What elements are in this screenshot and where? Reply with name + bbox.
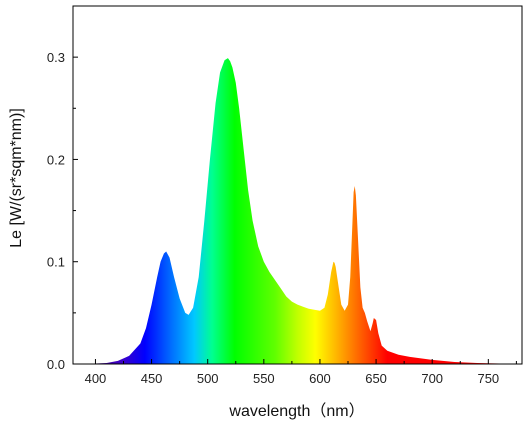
y-tick-label: 0.0 bbox=[47, 357, 65, 372]
x-tick-label: 500 bbox=[197, 371, 219, 386]
x-tick-label: 700 bbox=[421, 371, 443, 386]
y-tick-label: 0.1 bbox=[47, 255, 65, 270]
x-axis-ticks: 400 450 500 550 600 650 700 750 bbox=[85, 359, 517, 386]
plot-frame bbox=[72, 5, 523, 365]
x-tick-label: 450 bbox=[141, 371, 163, 386]
x-tick-label: 750 bbox=[477, 371, 499, 386]
x-tick-label: 600 bbox=[309, 371, 331, 386]
x-tick-label: 550 bbox=[253, 371, 275, 386]
y-axis-ticks: 0.0 0.1 0.2 0.3 bbox=[47, 50, 78, 372]
x-tick-label: 400 bbox=[85, 371, 107, 386]
x-axis-label: wavelength（nm） bbox=[228, 402, 364, 420]
spectrum-area bbox=[73, 58, 522, 365]
y-axis-label: Le [W/(sr*sqm*nm)] bbox=[8, 108, 25, 248]
y-tick-label: 0.3 bbox=[47, 50, 65, 65]
y-tick-label: 0.2 bbox=[47, 152, 65, 167]
x-tick-label: 650 bbox=[365, 371, 387, 386]
